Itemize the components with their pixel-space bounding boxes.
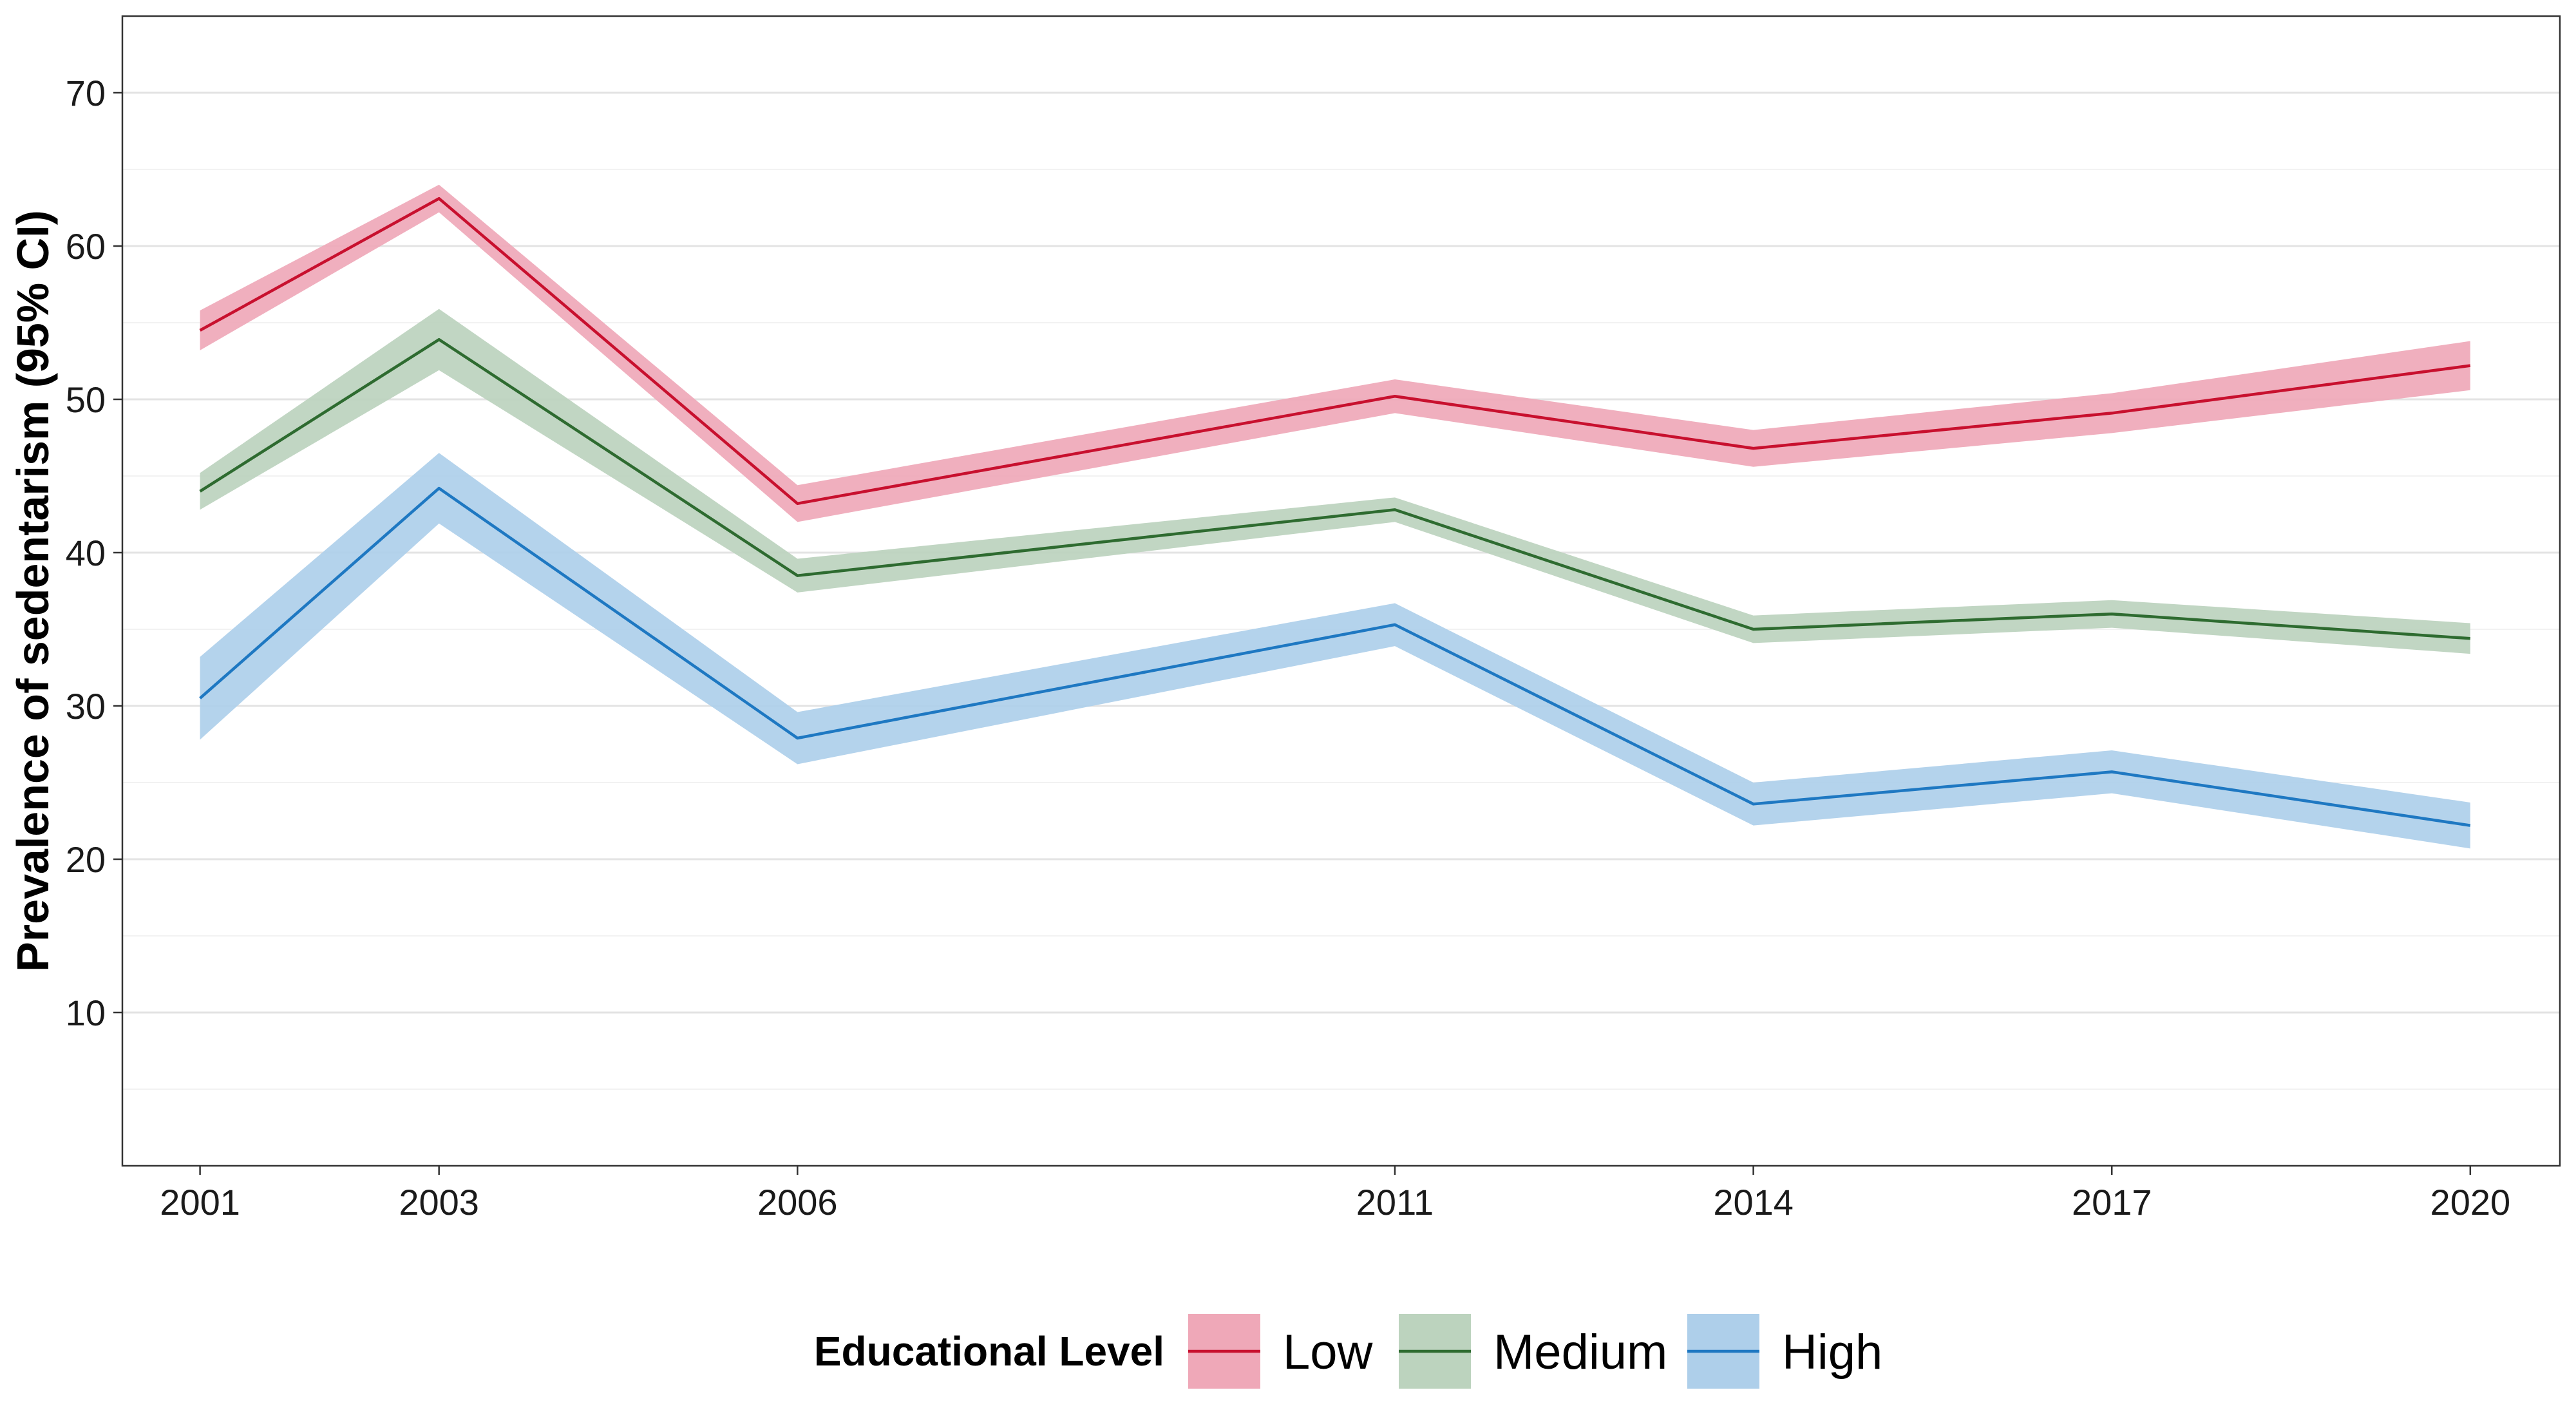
x-tick-label: 2020 — [2430, 1182, 2511, 1222]
series-line-low — [199, 196, 2471, 506]
legend-label-low: Low — [1283, 1325, 1374, 1380]
x-tick-label: 2006 — [757, 1182, 838, 1222]
y-tick-label: 30 — [66, 686, 106, 727]
axes: 10 20 30 40 50 60 70 2001 2003 2006 2011 2014 2017 20… — [66, 73, 2510, 1222]
x-tick-label: 2003 — [399, 1182, 479, 1222]
y-tick-label: 70 — [66, 73, 106, 113]
series-line-medium — [199, 338, 2470, 640]
y-axis-title: Prevalence of sedentarism (95% CI) — [8, 210, 58, 972]
legend-label-medium: Medium — [1493, 1325, 1667, 1380]
series-lines — [199, 196, 2471, 827]
legend-title: Educational Level — [814, 1328, 1164, 1374]
legend-label-high: High — [1782, 1325, 1882, 1380]
x-tick-label: 2014 — [1713, 1182, 1794, 1222]
x-tick-label: 2001 — [160, 1182, 240, 1222]
y-tick-label: 60 — [66, 226, 106, 267]
ci-band-low — [200, 184, 2470, 522]
ci-band-high — [200, 453, 2470, 849]
grid-lines — [122, 91, 2560, 1090]
y-tick-label: 20 — [66, 839, 106, 880]
x-tick-label: 2017 — [2072, 1182, 2152, 1222]
y-tick-label: 50 — [66, 379, 106, 420]
ci-band-medium — [200, 309, 2470, 654]
legend: Educational Level Low Medium High — [814, 1314, 1882, 1389]
plot-panel-border — [121, 15, 2561, 1167]
series-line-high — [199, 486, 2471, 827]
x-tick-label: 2011 — [1356, 1182, 1434, 1222]
confidence-bands — [200, 184, 2470, 849]
y-tick-label: 40 — [66, 533, 106, 573]
y-tick-label: 10 — [66, 993, 106, 1033]
